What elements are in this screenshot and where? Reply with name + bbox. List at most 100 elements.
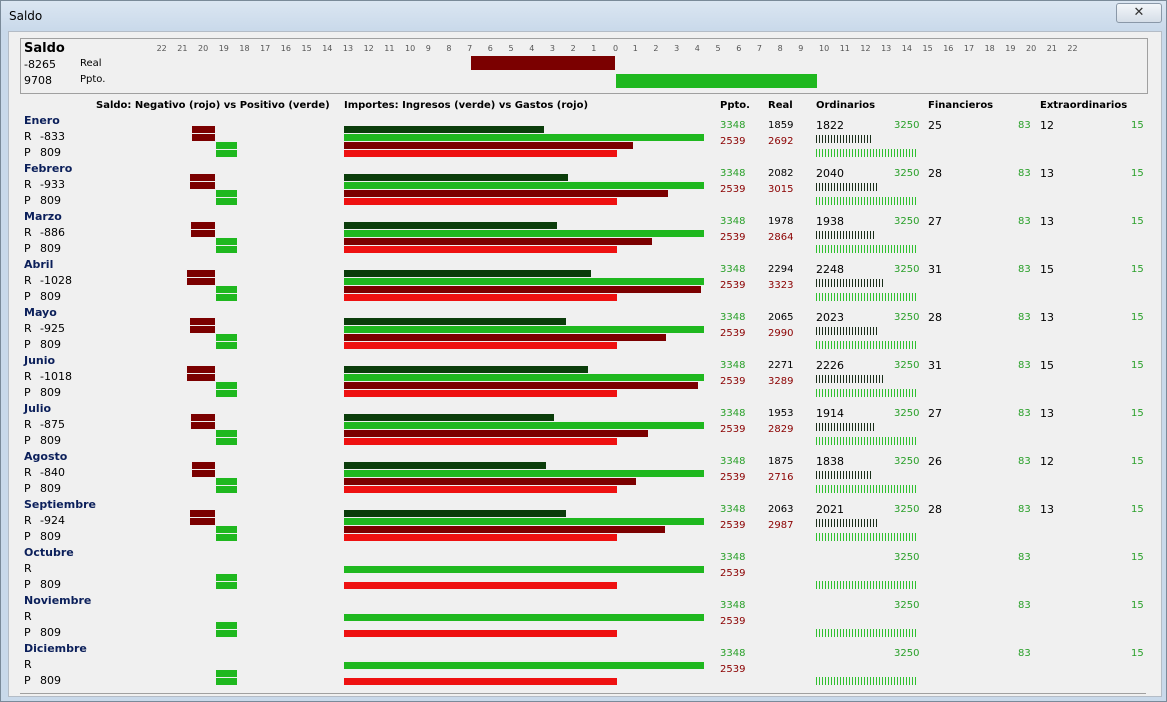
saldo-ppto-value: 9708 — [24, 74, 52, 87]
title-bar[interactable]: Saldo ✕ — [1, 1, 1166, 31]
scale-tick-right: 20 — [1026, 44, 1037, 53]
close-button[interactable]: ✕ — [1116, 3, 1162, 23]
ordinarios-ppto-ticks — [816, 341, 916, 349]
ppto-expense-value: 2539 — [720, 376, 746, 387]
ordinarios-real-value: 1914 — [816, 407, 844, 420]
saldo-real-bar-a — [192, 126, 215, 133]
ordinarios-ppto-ticks — [816, 629, 916, 637]
income-ppto-bar — [344, 134, 704, 141]
financieros-ppto-value: 83 — [1018, 408, 1031, 419]
income-real-bar — [344, 462, 546, 469]
ordinarios-real-value: 1938 — [816, 215, 844, 228]
expense-real-bar — [344, 526, 665, 533]
ppto-income-value: 3348 — [720, 504, 746, 515]
real-income-value: 1953 — [768, 408, 794, 419]
ppto-saldo-value: 809 — [40, 242, 61, 255]
income-ppto-bar — [344, 662, 704, 669]
expense-real-bar — [344, 382, 698, 389]
ppto-saldo-value: 809 — [40, 338, 61, 351]
income-ppto-bar — [344, 566, 704, 573]
income-ppto-bar — [344, 422, 704, 429]
real-saldo-value: -1028 — [40, 274, 72, 287]
income-real-bar — [344, 222, 557, 229]
ordinarios-ppto-ticks — [816, 485, 916, 493]
saldo-ppto-bar-a — [216, 670, 237, 677]
expense-ppto-bar — [344, 294, 617, 301]
saldo-real-label: Real — [80, 58, 102, 69]
extraordinarios-ppto-value: 15 — [1131, 312, 1144, 323]
expense-ppto-bar — [344, 390, 617, 397]
scale-tick-left: 4 — [529, 44, 535, 53]
saldo-ppto-bar-a — [216, 190, 237, 197]
scale-tick-left: 9 — [425, 44, 431, 53]
income-real-bar — [344, 414, 554, 421]
ppto-expense-value: 2539 — [720, 136, 746, 147]
ordinarios-ppto-ticks — [816, 197, 916, 205]
income-ppto-bar — [344, 374, 704, 381]
scale-tick-left: 5 — [508, 44, 514, 53]
scale-tick-right: 11 — [839, 44, 850, 53]
ppto-expense-value: 2539 — [720, 232, 746, 243]
scale-tick-left: 22 — [156, 44, 167, 53]
ordinarios-ppto-value: 3250 — [894, 120, 920, 131]
expense-real-bar — [344, 238, 652, 245]
saldo-ppto-bar-b — [216, 486, 237, 493]
expense-ppto-bar — [344, 246, 617, 253]
ordinarios-real-value: 2226 — [816, 359, 844, 372]
real-saldo-value: -840 — [40, 466, 65, 479]
saldo-ppto-label: Ppto. — [80, 74, 106, 85]
real-row-label: R — [24, 178, 32, 191]
income-ppto-bar — [344, 278, 704, 285]
ppto-saldo-value: 809 — [40, 626, 61, 639]
ordinarios-ppto-value: 3250 — [894, 360, 920, 371]
scale-tick-right: 14 — [901, 44, 912, 53]
expense-real-bar — [344, 190, 668, 197]
month-name: Febrero — [24, 162, 73, 175]
month-name: Octubre — [24, 546, 74, 559]
scale-tick-left: 3 — [549, 44, 555, 53]
financieros-ppto-value: 83 — [1018, 504, 1031, 515]
header-financieros: Financieros — [928, 100, 994, 111]
financieros-real-value: 28 — [928, 167, 942, 180]
scale-tick-left: 6 — [487, 44, 493, 53]
ordinarios-real-ticks — [816, 279, 885, 287]
scale-tick-left: 7 — [467, 44, 473, 53]
scale-tick-right: 3 — [674, 44, 680, 53]
saldo-ppto-bar-b — [216, 294, 237, 301]
header-saldo: Saldo: Negativo (rojo) vs Positivo (verd… — [96, 100, 330, 111]
expense-real-bar — [344, 430, 648, 437]
saldo-real-bar-b — [190, 182, 215, 189]
saldo-real-bar-a — [191, 414, 215, 421]
real-row-label: R — [24, 226, 32, 239]
header-ordinarios: Ordinarios — [816, 100, 876, 111]
scale-tick-right: 2 — [653, 44, 659, 53]
ppto-row-label: P — [24, 626, 31, 639]
ordinarios-real-value: 2023 — [816, 311, 844, 324]
ordinarios-ppto-value: 3250 — [894, 216, 920, 227]
real-saldo-value: -886 — [40, 226, 65, 239]
income-ppto-bar — [344, 518, 704, 525]
income-ppto-bar — [344, 230, 704, 237]
ppto-expense-value: 2539 — [720, 184, 746, 195]
saldo-ppto-bar-a — [216, 574, 237, 581]
financieros-real-value: 27 — [928, 215, 942, 228]
saldo-real-bar-b — [192, 470, 215, 477]
ppto-income-value: 3348 — [720, 216, 746, 227]
real-income-value: 2063 — [768, 504, 794, 515]
real-expense-value: 2990 — [768, 328, 794, 339]
financieros-ppto-value: 83 — [1018, 120, 1031, 131]
ppto-saldo-value: 809 — [40, 290, 61, 303]
ppto-saldo-value: 809 — [40, 578, 61, 591]
ordinarios-real-ticks — [816, 327, 878, 335]
real-income-value: 2294 — [768, 264, 794, 275]
ordinarios-ppto-ticks — [816, 245, 916, 253]
scale-tick-right: 5 — [715, 44, 721, 53]
real-income-value: 2271 — [768, 360, 794, 371]
scale-tick-left: 13 — [342, 44, 354, 53]
saldo-ppto-bar-b — [216, 246, 237, 253]
real-income-value: 2065 — [768, 312, 794, 323]
financieros-ppto-value: 83 — [1018, 216, 1031, 227]
ppto-row-label: P — [24, 146, 31, 159]
scale-tick-right: 16 — [943, 44, 954, 53]
saldo-ppto-bar-b — [216, 534, 237, 541]
